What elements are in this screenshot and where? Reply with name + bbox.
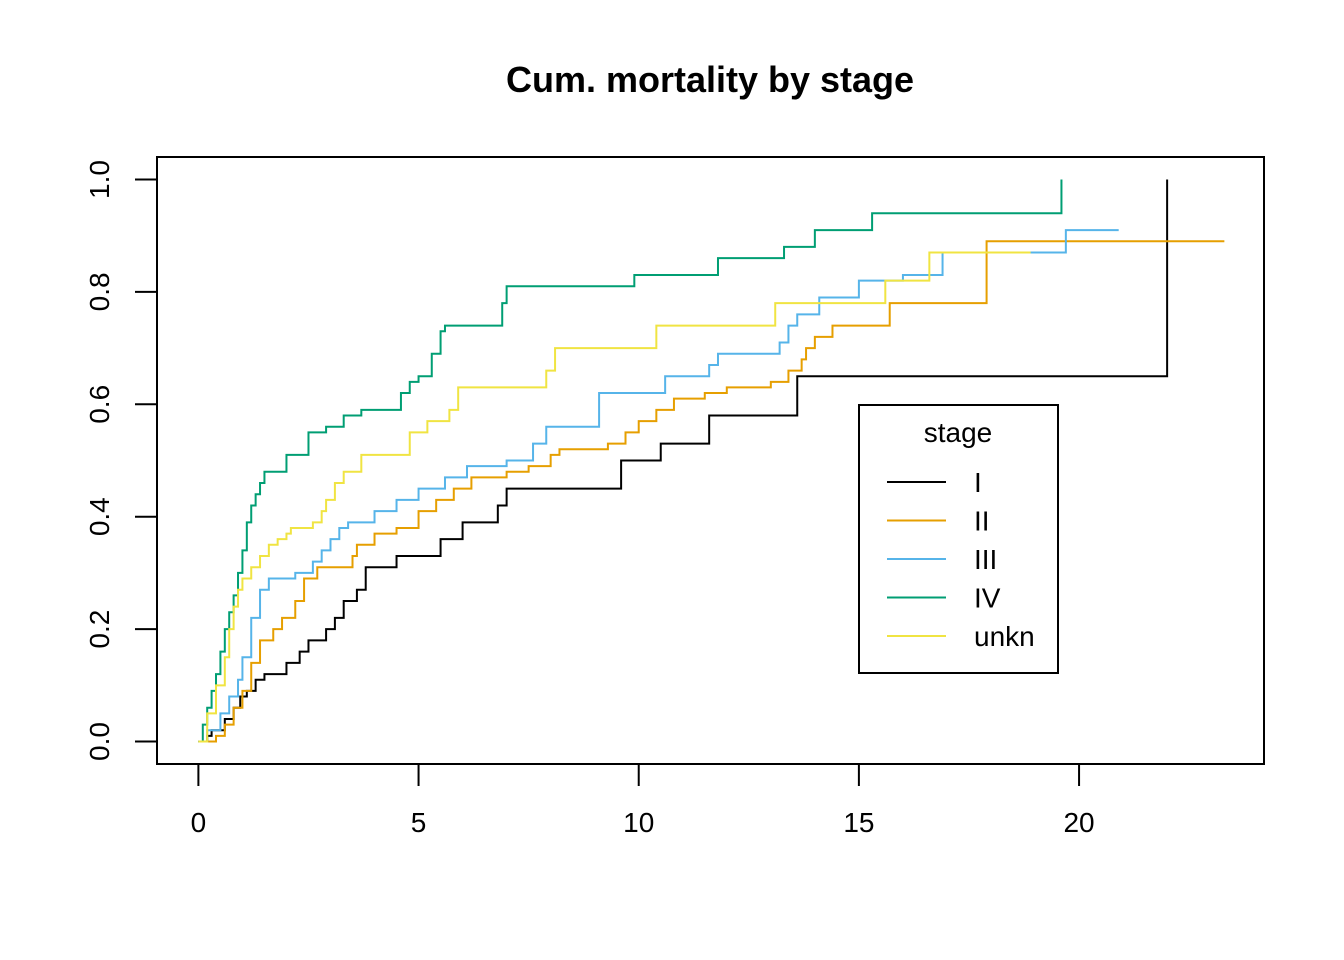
x-tick-label: 5: [411, 807, 427, 838]
y-tick-label: 0.4: [84, 497, 115, 536]
series-line-III: [198, 229, 1119, 743]
series-line-II: [198, 240, 1225, 743]
y-tick-label: 0.6: [84, 385, 115, 424]
legend-label: unkn: [974, 621, 1035, 652]
legend-label: III: [974, 544, 997, 575]
legend-box: [858, 404, 1059, 674]
legend-title: stage: [924, 417, 993, 448]
plot-frame: [156, 156, 1265, 765]
x-tick-label: 20: [1063, 807, 1094, 838]
legend-label: II: [974, 506, 990, 537]
x-tick-label: 10: [623, 807, 654, 838]
x-tick-label: 15: [843, 807, 874, 838]
x-axis: 0 5 10 15 20: [191, 763, 1095, 838]
y-tick-label: 0.8: [84, 272, 115, 311]
legend-label: IV: [974, 583, 1001, 614]
series-layer: [198, 179, 1225, 743]
y-tick-label: 0.2: [84, 610, 115, 649]
chart-title: Cum. mortality by stage: [506, 59, 914, 100]
x-tick-label: 0: [191, 807, 207, 838]
y-tick-label: 0.0: [84, 722, 115, 761]
y-tick-label: 1.0: [84, 160, 115, 199]
series-line-IV: [198, 179, 1063, 743]
y-axis: 0.0 0.2 0.4 0.6 0.8 1.0: [84, 160, 158, 761]
legend-label: I: [974, 467, 982, 498]
series-line-unkn: [198, 251, 1031, 743]
